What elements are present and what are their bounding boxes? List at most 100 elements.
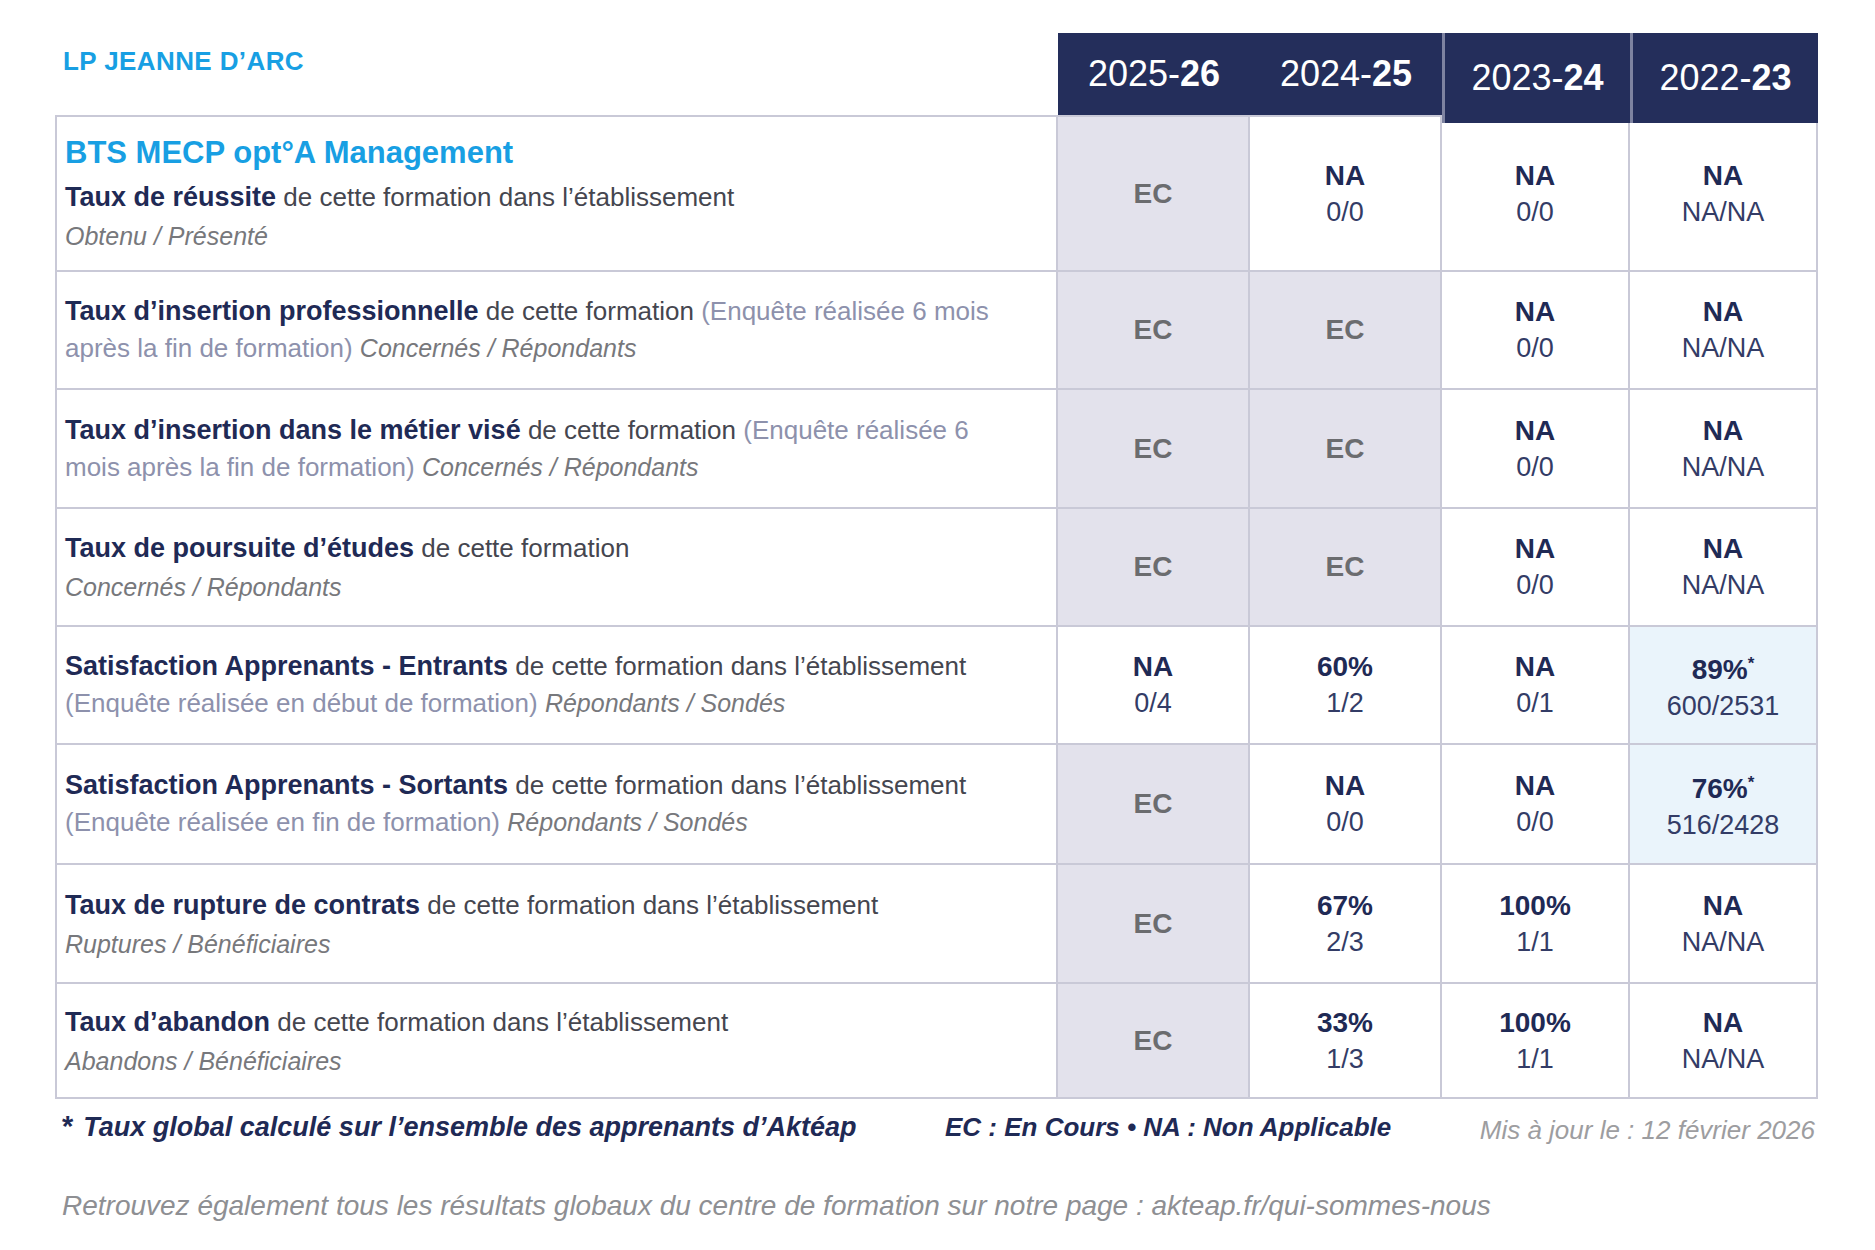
indicator-sub: Obtenu / Présenté <box>65 220 268 253</box>
indicator-title: Taux de poursuite d’études <box>65 533 414 563</box>
year-header-2023-24: 2023-24 <box>1442 33 1630 123</box>
result-cell: EC <box>1058 272 1250 390</box>
row-label-text: Taux d’abandon de cette formation dans l… <box>65 1004 728 1041</box>
indicator-title: Taux de rupture de contrats <box>65 890 420 920</box>
result-cell: NA 0/0 <box>1250 745 1442 865</box>
row-label-text: Taux de réussite de cette formation dans… <box>65 179 734 216</box>
result-fraction: 0/0 <box>1326 808 1364 837</box>
result-cell: 100% 1/1 <box>1442 984 1630 1099</box>
row-label-taux-reussite: BTS MECP opt°A Management Taux de réussi… <box>55 115 1058 272</box>
result-fraction: 1/1 <box>1516 1045 1554 1074</box>
indicator-desc: de cette formation dans l’établissement <box>515 651 966 681</box>
row-label-rupture-contrats: Taux de rupture de contrats de cette for… <box>55 865 1058 984</box>
result-cell: 60%1/2 <box>1250 627 1442 745</box>
result-value: NA <box>1325 771 1365 801</box>
row-label-poursuite-etudes: Taux de poursuite d’études de cette form… <box>55 509 1058 627</box>
year-header-2022-23: 2022-23 <box>1630 33 1818 123</box>
result-cell: NA NA/NA <box>1630 272 1818 390</box>
result-fraction: 0/0 <box>1516 571 1554 600</box>
indicator-title: Taux d’insertion professionnelle <box>65 296 479 326</box>
result-fraction: 0/0 <box>1516 453 1554 482</box>
indicator-title: Satisfaction Apprenants - Entrants <box>65 651 508 681</box>
result-fraction: 1/2 <box>1326 689 1364 718</box>
result-value: EC <box>1134 552 1173 582</box>
indicator-title: Satisfaction Apprenants - Sortants <box>65 770 508 800</box>
result-value: 89%* <box>1692 649 1755 685</box>
row-label-insertion-metier-vise: Taux d’insertion dans le métier visé de … <box>55 390 1058 509</box>
result-cell: EC <box>1058 745 1250 865</box>
indicator-title: Taux d’abandon <box>65 1007 270 1037</box>
result-cell: EC <box>1058 865 1250 984</box>
header-corner-spacer <box>55 33 1058 115</box>
year-label: 2025- <box>1088 53 1180 95</box>
result-fraction: 0/0 <box>1326 198 1364 227</box>
result-cell: NA 0/0 <box>1442 272 1630 390</box>
result-cell: NA0/0 <box>1442 115 1630 272</box>
result-cell: NA0/4 <box>1058 627 1250 745</box>
row-label-text: Taux de poursuite d’études de cette form… <box>65 530 629 567</box>
result-value: NA <box>1703 1008 1743 1038</box>
year-header-2024-25: 2024-25 <box>1250 33 1442 115</box>
result-value: NA <box>1515 416 1555 446</box>
result-fraction: 2/3 <box>1326 928 1364 957</box>
result-fraction: NA/NA <box>1682 198 1765 227</box>
result-fraction: 600/2531 <box>1667 692 1780 721</box>
result-value: 100% <box>1499 891 1571 921</box>
result-cell: NA NA/NA <box>1630 115 1818 272</box>
result-value: NA <box>1703 534 1743 564</box>
indicator-title: Taux d’insertion dans le métier visé <box>65 415 521 445</box>
indicator-sub: Concernés / Répondants <box>422 453 699 481</box>
result-fraction: 1/3 <box>1326 1045 1364 1074</box>
footnote-text: Taux global calculé sur l’ensemble des a… <box>83 1112 856 1142</box>
result-value: EC <box>1326 315 1365 345</box>
year-label: 2023- <box>1471 57 1563 99</box>
indicator-sub: Répondants / Sondés <box>507 808 747 836</box>
result-value: NA <box>1515 297 1555 327</box>
result-fraction: NA/NA <box>1682 928 1765 957</box>
result-cell: NA NA/NA <box>1630 984 1818 1099</box>
indicator-desc: de cette formation dans l’établissement <box>283 182 734 212</box>
result-fraction: 0/0 <box>1516 808 1554 837</box>
results-table: 2025-26 2024-25 2023-24 2022-23 BTS MECP… <box>55 33 1818 1099</box>
result-value: 100% <box>1499 1008 1571 1038</box>
result-value: NA <box>1703 297 1743 327</box>
result-fraction: NA/NA <box>1682 1045 1765 1074</box>
indicator-desc: de cette formation dans l’établissement <box>515 770 966 800</box>
result-value: EC <box>1134 434 1173 464</box>
result-fraction: 516/2428 <box>1667 811 1780 840</box>
result-cell: NA0/0 <box>1442 745 1630 865</box>
row-label-abandon: Taux d’abandon de cette formation dans l… <box>55 984 1058 1099</box>
row-label-text: Satisfaction Apprenants - Sortants de ce… <box>65 767 1022 841</box>
result-fraction: 0/4 <box>1134 689 1172 718</box>
result-fraction: 0/1 <box>1516 689 1554 718</box>
result-cell: NA NA/NA <box>1630 865 1818 984</box>
year-label: 2022- <box>1659 57 1751 99</box>
indicator-desc: de cette formation dans l’établissement <box>277 1007 728 1037</box>
indicator-desc: de cette formation dans l’établissement <box>427 890 878 920</box>
result-cell: 89%* 600/2531 <box>1630 627 1818 745</box>
result-value: EC <box>1134 789 1173 819</box>
result-value: EC <box>1134 179 1173 209</box>
year-header-2025-26: 2025-26 <box>1058 33 1250 115</box>
indicator-sub: Répondants / Sondés <box>545 689 785 717</box>
row-label-text: Taux d’insertion professionnelle de cett… <box>65 293 1022 367</box>
footnote-global-rate: *Taux global calculé sur l’ensemble des … <box>62 1110 857 1143</box>
result-value: 33% <box>1317 1008 1373 1038</box>
global-results-link-line: Retrouvez également tous les résultats g… <box>62 1190 1491 1222</box>
result-value: 60% <box>1317 652 1373 682</box>
year-label-bold: 25 <box>1372 53 1412 95</box>
result-value: NA <box>1703 161 1743 191</box>
result-fraction: 0/0 <box>1516 334 1554 363</box>
result-value: NA <box>1703 891 1743 921</box>
indicator-sub: Ruptures / Bénéficiaires <box>65 928 330 961</box>
result-fraction: NA/NA <box>1682 453 1765 482</box>
result-fraction: NA/NA <box>1682 334 1765 363</box>
result-cell: NA0/0 <box>1250 115 1442 272</box>
last-updated-date: Mis à jour le : 12 février 2026 <box>1480 1115 1815 1146</box>
indicator-paren: (Enquête réalisée en début de formation) <box>65 688 538 718</box>
result-cell: 67%2/3 <box>1250 865 1442 984</box>
result-value: NA <box>1703 416 1743 446</box>
result-fraction: NA/NA <box>1682 571 1765 600</box>
result-cell: NA0/1 <box>1442 627 1630 745</box>
result-fraction: 0/0 <box>1516 198 1554 227</box>
